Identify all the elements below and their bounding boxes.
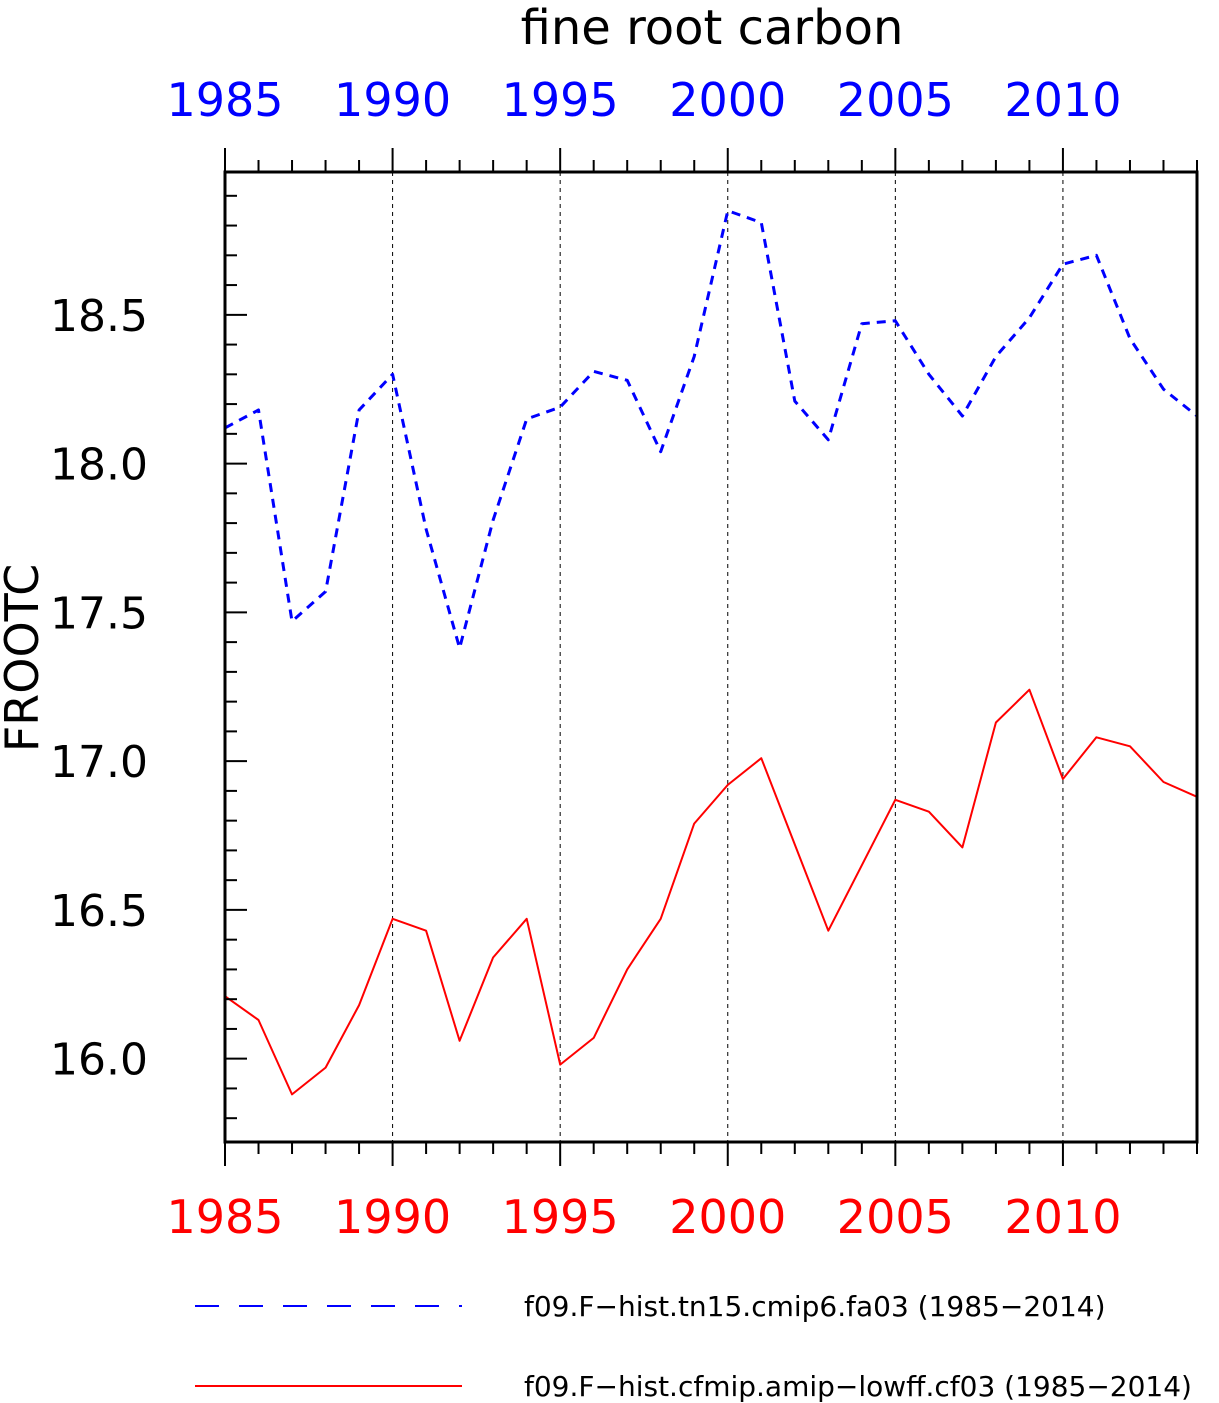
series-layer [224, 209, 1198, 1096]
tick-labels: 1985 1985 1990 1990 1995 1995 2000 2000 2005 2005… [50, 73, 1121, 1244]
series-line-1 [224, 209, 1198, 650]
x-tick-label-bottom-1995: 1995 [502, 1190, 619, 1244]
x-tick-label-top-1985: 1985 [166, 73, 283, 127]
x-tick-label-top-1990: 1990 [334, 73, 451, 127]
chart-title: fine root carbon [521, 0, 904, 56]
legend: f09.F−hist.tn15.cmip6.fa03 (1985−2014) f0… [195, 1290, 1192, 1403]
legend-label-1: f09.F−hist.tn15.cmip6.fa03 (1985−2014) [524, 1290, 1106, 1323]
y-tick-label-17.0: 17.0 [50, 737, 148, 788]
plot-frame [223, 170, 1199, 1144]
y-tick-label-16.0: 16.0 [50, 1035, 148, 1086]
vertical-gridlines [392, 172, 1064, 1142]
legend-label-2: f09.F−hist.cfmip.amip−lowff.cf03 (1985−2… [524, 1370, 1192, 1403]
x-tick-label-bottom-1985: 1985 [166, 1190, 283, 1244]
x-tick-label-bottom-2010: 2010 [1004, 1190, 1121, 1244]
series-line-2 [224, 688, 1198, 1096]
x-tick-label-bottom-2000: 2000 [669, 1190, 786, 1244]
y-tick-label-18.0: 18.0 [50, 440, 148, 491]
y-tick-label-18.5: 18.5 [50, 291, 148, 342]
y-tick-label-17.5: 17.5 [50, 588, 148, 639]
x-tick-label-top-2010: 2010 [1004, 73, 1121, 127]
axis-ticks [224, 148, 1198, 1166]
x-tick-label-top-1995: 1995 [502, 73, 619, 127]
x-tick-label-top-2000: 2000 [669, 73, 786, 127]
y-tick-label-16.5: 16.5 [50, 886, 148, 937]
x-tick-label-bottom-1990: 1990 [334, 1190, 451, 1244]
x-tick-label-top-2005: 2005 [837, 73, 954, 127]
y-axis-label: FROOTC [0, 564, 49, 752]
x-tick-label-bottom-2005: 2005 [837, 1190, 954, 1244]
